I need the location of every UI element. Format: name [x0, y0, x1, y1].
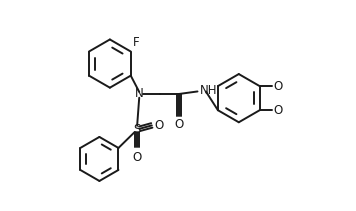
Text: S: S: [134, 123, 141, 136]
Text: O: O: [273, 104, 283, 117]
Text: O: O: [154, 119, 163, 132]
Text: NH: NH: [200, 84, 217, 97]
Text: O: O: [174, 119, 184, 131]
Text: O: O: [132, 151, 142, 164]
Text: O: O: [273, 80, 283, 93]
Text: F: F: [133, 37, 140, 49]
Text: N: N: [135, 88, 143, 100]
